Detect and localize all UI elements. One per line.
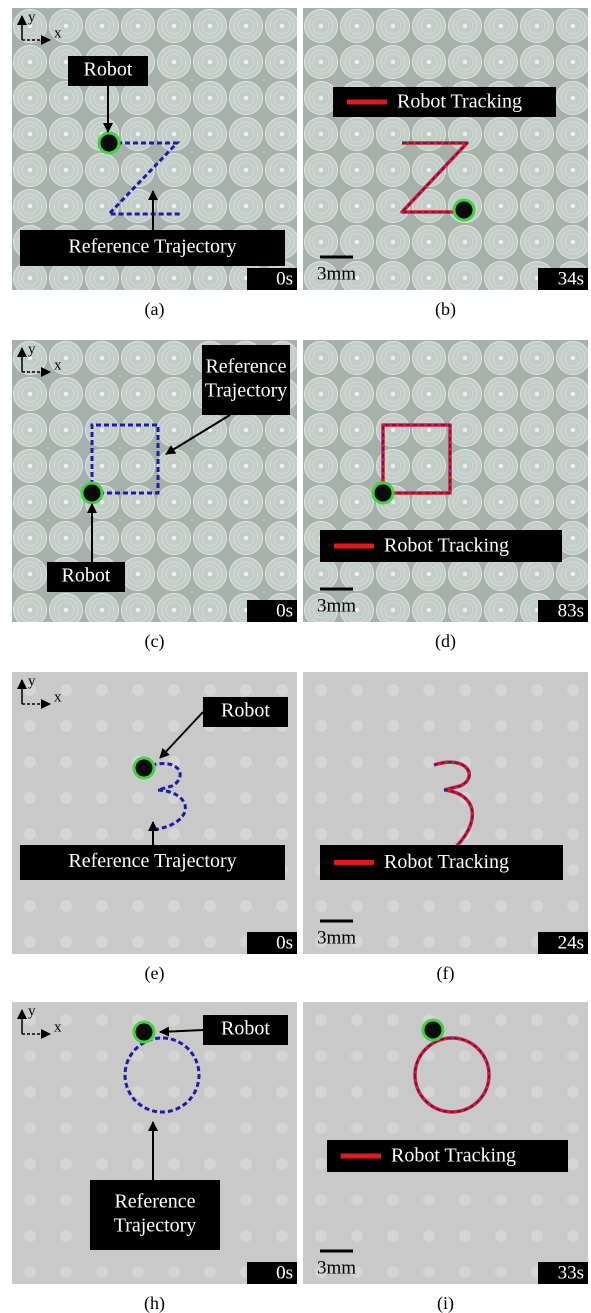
time-label: 83s xyxy=(558,600,584,621)
panel-caption: (b) xyxy=(435,299,456,320)
time-label: 24s xyxy=(558,932,584,953)
axis-x-label: x xyxy=(54,357,62,373)
axis-x-label: x xyxy=(54,25,62,41)
label-text: Reference Trajectory xyxy=(68,850,236,872)
panel-caption: (a) xyxy=(145,299,165,320)
axis-x-label: x xyxy=(54,1019,62,1035)
panel-caption: (d) xyxy=(435,631,456,652)
panel-photo xyxy=(303,8,588,290)
label-text: Reference xyxy=(114,1191,195,1213)
scale-label: 3mm xyxy=(317,1257,356,1278)
axis-y-label: y xyxy=(28,341,36,357)
legend-text: Robot Tracking xyxy=(384,535,509,557)
axis-y-label: y xyxy=(28,9,36,25)
panel: Robot Tracking 3mm 83s xyxy=(303,340,588,622)
robot xyxy=(82,483,102,503)
label-text: Robot xyxy=(62,565,111,587)
legend-text: Robot Tracking xyxy=(391,1145,516,1167)
robot xyxy=(134,758,154,778)
figure: y x Robot Reference Trajectory 0s (a) Robot Tr… xyxy=(0,0,591,1313)
axis-x-label: x xyxy=(54,689,62,705)
legend-text: Robot Tracking xyxy=(397,91,522,113)
time-label: 0s xyxy=(276,932,293,953)
panel: Robot Tracking 3mm 34s xyxy=(303,8,588,290)
legend-text: Robot Tracking xyxy=(384,851,509,873)
label-text: Reference xyxy=(205,356,286,378)
robot xyxy=(423,1020,443,1040)
label-text: Trajectory xyxy=(114,1215,197,1237)
axis-y-label: y xyxy=(28,1003,36,1019)
time-label: 34s xyxy=(558,268,584,289)
panel: y x Robot Reference Trajectory 0s xyxy=(12,8,297,290)
time-label: 0s xyxy=(276,268,293,289)
panel-photo xyxy=(303,340,588,622)
panel: Robot Tracking 3mm 24s xyxy=(303,672,588,954)
label-text: Robot xyxy=(84,59,133,81)
panel-photo xyxy=(303,672,588,954)
panel-caption: (h) xyxy=(144,1293,165,1313)
panel-caption: (c) xyxy=(145,631,165,652)
robot xyxy=(134,1022,154,1042)
label-text: Robot xyxy=(221,700,270,722)
label-text: Trajectory xyxy=(205,380,288,402)
scale-label: 3mm xyxy=(317,263,356,284)
axis-y-label: y xyxy=(28,673,36,689)
robot xyxy=(454,200,474,220)
robot xyxy=(373,483,393,503)
time-label: 0s xyxy=(276,600,293,621)
time-label: 0s xyxy=(276,1262,293,1283)
panel-caption: (i) xyxy=(437,1293,454,1313)
panel-caption: (f) xyxy=(437,963,455,984)
label-text: Robot xyxy=(221,1018,270,1040)
label-text: Reference Trajectory xyxy=(68,236,236,258)
scale-label: 3mm xyxy=(317,927,356,948)
panel-caption: (e) xyxy=(145,963,165,984)
robot xyxy=(99,133,119,153)
scale-label: 3mm xyxy=(317,595,356,616)
time-label: 33s xyxy=(558,1262,584,1283)
panel: Robot Tracking 3mm 33s xyxy=(303,1002,588,1284)
panel: y x Robot Reference Trajectory 0s xyxy=(12,672,297,954)
